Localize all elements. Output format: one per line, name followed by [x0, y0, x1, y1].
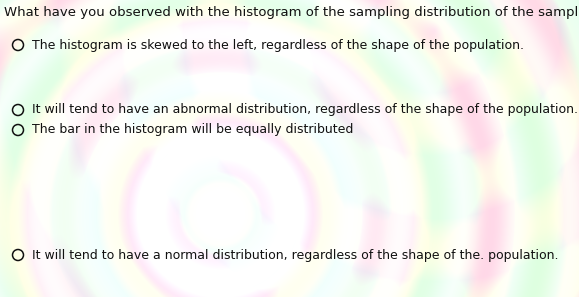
- Text: What have you observed with the histogram of the sampling distribution of the sa: What have you observed with the histogra…: [4, 6, 579, 19]
- Text: It will tend to have a normal distribution, regardless of the shape of the. popu: It will tend to have a normal distributi…: [32, 249, 559, 261]
- Text: The bar in the histogram will be equally distributed: The bar in the histogram will be equally…: [32, 124, 353, 137]
- Text: It will tend to have an abnormal distribution, regardless of the shape of the po: It will tend to have an abnormal distrib…: [32, 103, 578, 116]
- Text: The histogram is skewed to the left, regardless of the shape of the population.: The histogram is skewed to the left, reg…: [32, 39, 524, 51]
